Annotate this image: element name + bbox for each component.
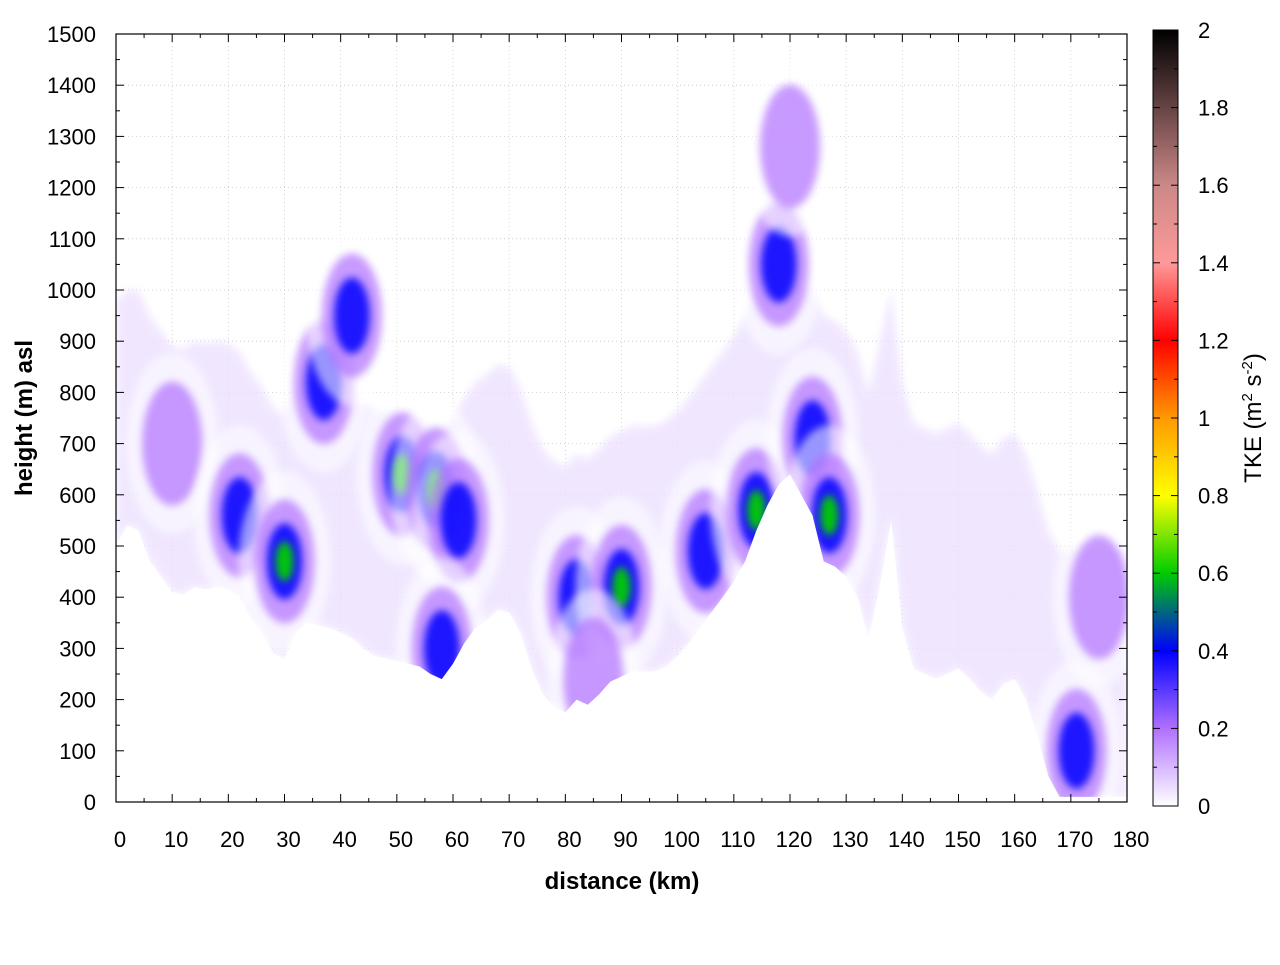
x-tick-label: 110 [720,827,755,852]
x-tick-label: 10 [164,827,188,852]
terrain-mask [116,474,1127,802]
tke-contour-blob [820,495,839,536]
colorbar-ticks: 0 0.2 0.4 0.6 0.8 1 1.2 1.4 1.6 1.8 2 [1153,18,1229,819]
colorbar-tick-label: 0.2 [1198,716,1229,741]
colorbar-tick-label: 0.6 [1198,561,1229,586]
x-tick-label: 170 [1056,827,1093,852]
x-tick-label: 100 [663,827,700,852]
x-tick-label: 130 [832,827,869,852]
x-tick-label: 120 [776,827,813,852]
colorbar-tick-label: 0 [1198,794,1210,819]
x-tick-label: 40 [332,827,356,852]
tke-contour-blob [1068,535,1127,660]
x-tick-label: 0 [114,827,126,852]
tke-contour-blob [1058,712,1095,789]
x-tick-label: 50 [389,827,413,852]
y-tick-label: 400 [59,585,96,610]
colorbar: 00.20.40.60.811.21.41.61.82 TKE (m2 s-2) [1152,18,1267,819]
colorbar-tick-label: 2 [1198,18,1210,43]
y-tick-label: 1100 [49,227,96,252]
tke-contour-blob [760,226,797,303]
tke-contour-blob [612,566,631,607]
axis-ticks [115,33,1128,803]
y-tick-label: 1000 [47,278,96,303]
colorbar-tick-label: 0.8 [1198,484,1229,509]
tke-contour-blob [760,84,820,209]
colorbar-tick-label: 0.4 [1198,639,1229,664]
y-tick-label: 600 [59,483,96,508]
colorbar-tick-label: 1.6 [1198,173,1229,198]
y-tick-label: 800 [59,380,96,405]
tke-contour-blob [747,490,766,531]
y-tick-label: 1200 [47,176,96,201]
x-tick-label: 90 [613,827,637,852]
y-tick-label: 300 [59,636,96,661]
y-tick-label: 1400 [47,73,96,98]
x-tick-label: 60 [445,827,469,852]
y-tick-label: 500 [59,534,96,559]
tke-contour-blob [275,541,294,582]
y-tick-labels: 0 100 200 300 400 500 600 700 800 900 1000 1100 1200… [47,22,96,815]
x-tick-label: 150 [944,827,981,852]
x-tick-label: 160 [1000,827,1037,852]
y-tick-label: 0 [84,790,96,815]
x-tick-label: 30 [276,827,300,852]
y-tick-label: 1300 [47,124,96,149]
colorbar-title-end: ) [1240,353,1267,361]
colorbar-title-main: TKE (m [1240,402,1267,483]
tke-field [116,56,1127,802]
tke-contour-blob [440,482,477,559]
y-tick-label: 1500 [47,22,96,47]
colorbar-tick-label: 1.2 [1198,328,1229,353]
x-axis-title: distance (km) [545,868,700,895]
plot-frame [115,33,1128,803]
x-tick-label: 80 [557,827,581,852]
x-tick-labels: 0 10 20 30 40 50 60 70 80 90 100 110 120 130 140 150 160… [114,827,1149,852]
colorbar-title-sup1: 2 [1239,393,1256,401]
colorbar-tick-label: 1 [1198,406,1210,431]
y-tick-label: 900 [59,329,96,354]
y-tick-label: 700 [59,432,96,457]
colorbar-tick-label: 1.8 [1198,96,1229,121]
x-tick-label: 180 [1113,827,1150,852]
x-tick-label: 140 [888,827,925,852]
tke-contour-blob [142,381,203,506]
colorbar-title: TKE (m2 s-2) [1239,353,1267,483]
colorbar-tick-label: 1.4 [1198,251,1229,276]
tke-contour-blob [333,277,370,354]
x-tick-label: 20 [220,827,244,852]
y-tick-label: 100 [59,739,96,764]
x-tick-label: 70 [501,827,525,852]
y-tick-label: 200 [59,688,96,713]
colorbar-title-mid: s [1240,375,1267,394]
y-axis-title: height (m) asl [11,340,38,496]
colorbar-title-sup2: -2 [1239,361,1256,374]
